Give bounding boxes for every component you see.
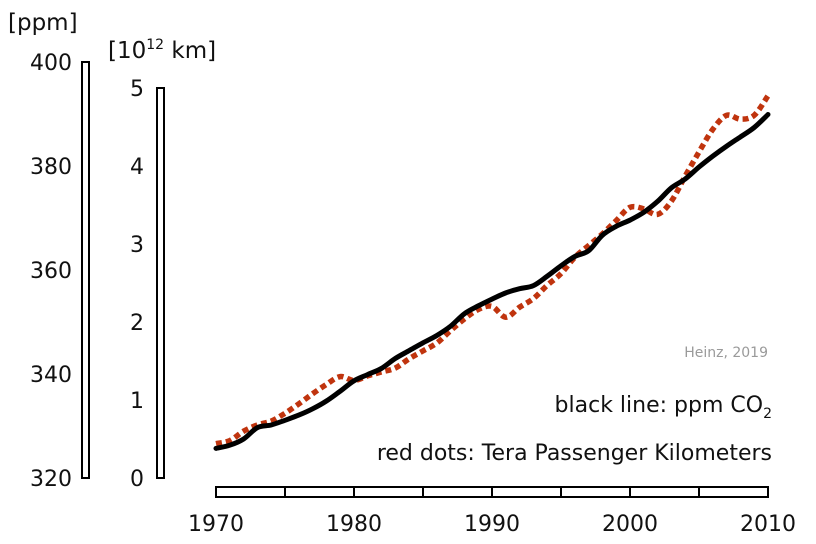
left-axis-unit: [ppm]: [8, 10, 78, 36]
x-tick-label: 1990: [464, 512, 520, 537]
left-tick-label: 340: [30, 363, 72, 388]
left-tick-label: 400: [30, 51, 72, 76]
legend-entry-passenger-km: red dots: Tera Passenger Kilometers: [377, 441, 772, 466]
right-tick-label: 5: [130, 77, 144, 102]
right-axis-unit-base: [10: [108, 38, 146, 64]
left-axis-ticks: 320 340 360 380 400: [30, 51, 72, 492]
credit-text: Heinz, 2019: [684, 345, 768, 361]
x-tick-label: 2010: [740, 512, 796, 537]
right-axis-bar: [156, 87, 165, 479]
right-tick-label: 1: [130, 389, 144, 414]
legend-entry-co2-subscript: 2: [763, 406, 772, 422]
right-axis-ticks: 0 1 2 3 4 5: [130, 77, 144, 492]
legend-entry-co2-text: black line: ppm CO: [555, 393, 764, 418]
left-tick-label: 360: [30, 259, 72, 284]
right-axis-unit-rest: km]: [164, 38, 216, 64]
right-axis-unit: [1012 km]: [108, 37, 216, 64]
legend-entry-co2: black line: ppm CO2: [555, 393, 772, 422]
left-tick-label: 380: [30, 155, 72, 180]
right-tick-label: 3: [130, 233, 144, 258]
right-tick-label: 4: [130, 155, 144, 180]
series-layer: [213, 94, 771, 451]
x-axis-ticks: 1970 1980 1990 2000 2010: [188, 487, 796, 537]
series-line-co2: [213, 112, 771, 451]
right-tick-label: 0: [130, 467, 144, 492]
right-tick-label: 2: [130, 311, 144, 336]
left-axis-bar: [81, 61, 90, 479]
left-tick-label: 320: [30, 467, 72, 492]
right-axis-unit-exp: 12: [146, 37, 164, 53]
x-tick-label: 1980: [326, 512, 382, 537]
x-tick-label: 2000: [602, 512, 658, 537]
x-tick-label: 1970: [188, 512, 244, 537]
series-line-passenger-km: [215, 94, 771, 447]
